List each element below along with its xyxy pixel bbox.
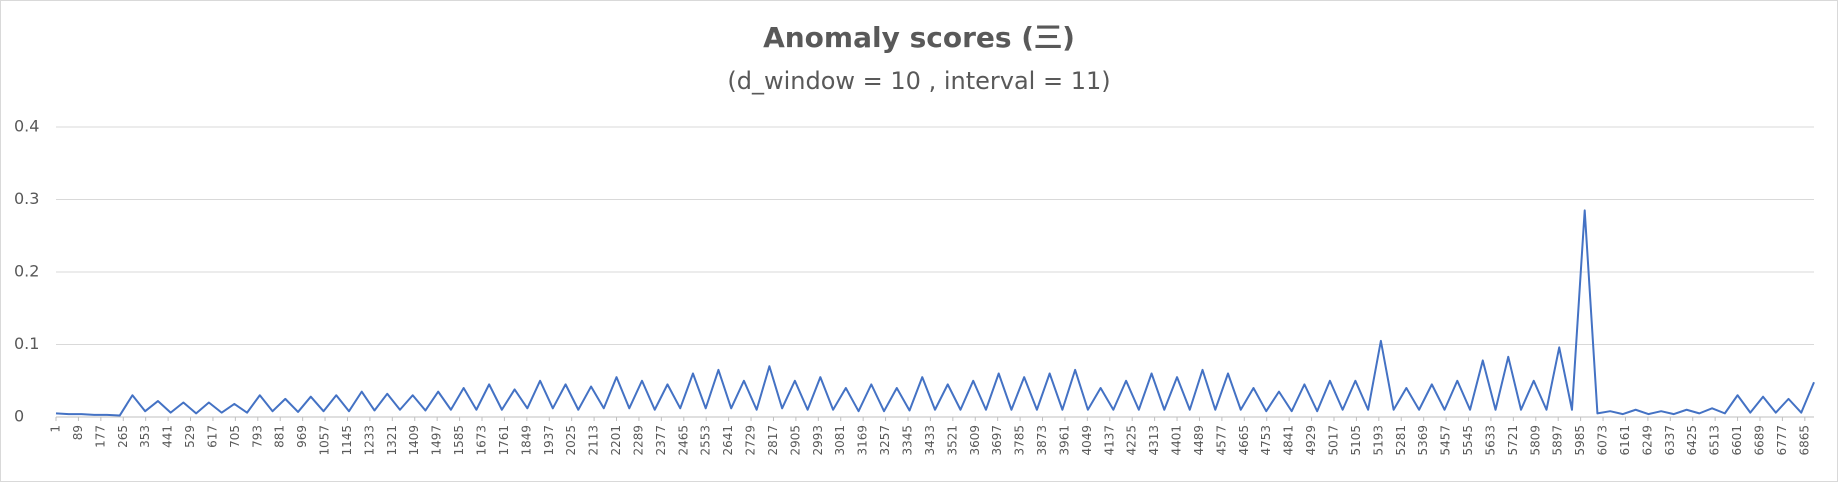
x-tick-label: 4577 bbox=[1214, 425, 1228, 456]
x-tick-label: 5897 bbox=[1551, 425, 1565, 456]
x-tick-label: 441 bbox=[161, 425, 175, 448]
x-tick-label: 1321 bbox=[385, 425, 399, 456]
x-tick-label: 3609 bbox=[968, 425, 982, 456]
x-tick-label: 3521 bbox=[945, 425, 959, 456]
x-tick-label: 5369 bbox=[1416, 425, 1430, 456]
x-tick-label: 705 bbox=[228, 425, 242, 448]
x-tick-label: 3257 bbox=[878, 425, 892, 456]
y-tick-label: 0 bbox=[14, 407, 24, 426]
y-tick-label: 0.3 bbox=[14, 189, 39, 208]
y-tick-label: 0.4 bbox=[14, 117, 39, 136]
x-tick-label: 1497 bbox=[430, 425, 444, 456]
x-tick-label: 4489 bbox=[1192, 425, 1206, 456]
x-tick-label: 2553 bbox=[699, 425, 713, 456]
x-tick-label: 265 bbox=[116, 425, 130, 448]
x-tick-label: 6249 bbox=[1640, 425, 1654, 456]
x-tick-label: 529 bbox=[183, 425, 197, 448]
x-tick-label: 4137 bbox=[1102, 425, 1116, 456]
x-tick-label: 6513 bbox=[1708, 425, 1722, 456]
x-tick-label: 4753 bbox=[1259, 425, 1273, 456]
x-tick-label: 4665 bbox=[1237, 425, 1251, 456]
x-tick-label: 6425 bbox=[1685, 425, 1699, 456]
chart-title: Anomaly scores (三) bbox=[763, 21, 1075, 54]
x-tick-label: 2201 bbox=[609, 425, 623, 456]
x-tick-label: 1585 bbox=[452, 425, 466, 456]
x-tick-label: 2641 bbox=[721, 425, 735, 456]
x-tick-label: 6337 bbox=[1663, 425, 1677, 456]
x-tick-label: 6601 bbox=[1730, 425, 1744, 456]
x-tick-label: 5633 bbox=[1483, 425, 1497, 456]
x-tick-label: 6161 bbox=[1618, 425, 1632, 456]
x-tick-label: 793 bbox=[250, 425, 264, 448]
chart-subtitle: (d_window = 10 , interval = 11) bbox=[727, 67, 1110, 95]
x-tick-label: 881 bbox=[273, 425, 287, 448]
x-tick-label: 2729 bbox=[744, 425, 758, 456]
x-tick-label: 4049 bbox=[1080, 425, 1094, 456]
x-tick-label: 4225 bbox=[1125, 425, 1139, 456]
x-tick-label: 2377 bbox=[654, 425, 668, 456]
x-tick-label: 4929 bbox=[1304, 425, 1318, 456]
x-tick-label: 177 bbox=[93, 425, 107, 448]
x-tick-label: 969 bbox=[295, 425, 309, 448]
x-tick-label: 1761 bbox=[497, 425, 511, 456]
x-tick-label: 1673 bbox=[474, 425, 488, 456]
series-line bbox=[55, 209, 1815, 417]
x-tick-label: 5809 bbox=[1528, 425, 1542, 456]
x-tick-label: 2905 bbox=[788, 425, 802, 456]
x-tick-label: 3345 bbox=[900, 425, 914, 456]
x-tick-label: 2113 bbox=[587, 425, 601, 456]
x-tick-label: 617 bbox=[205, 425, 219, 448]
x-tick-label: 5457 bbox=[1439, 425, 1453, 456]
x-tick-label: 5281 bbox=[1394, 425, 1408, 456]
x-tick-label: 3433 bbox=[923, 425, 937, 456]
x-tick-label: 4401 bbox=[1170, 425, 1184, 456]
x-tick-label: 5545 bbox=[1461, 425, 1475, 456]
x-tick-label: 3961 bbox=[1057, 425, 1071, 456]
x-tick-label: 1 bbox=[49, 425, 63, 433]
x-tick-label: 3081 bbox=[833, 425, 847, 456]
x-tick-label: 89 bbox=[71, 425, 85, 440]
x-tick-label: 2025 bbox=[564, 425, 578, 456]
x-tick-label: 1233 bbox=[362, 425, 376, 456]
x-tick-label: 2993 bbox=[811, 425, 825, 456]
x-tick-label: 5721 bbox=[1506, 425, 1520, 456]
x-tick-label: 6865 bbox=[1797, 425, 1811, 456]
x-tick-label: 353 bbox=[138, 425, 152, 448]
x-tick-label: 1057 bbox=[318, 425, 332, 456]
x-tick-label: 5985 bbox=[1573, 425, 1587, 456]
x-tick-label: 2289 bbox=[631, 425, 645, 456]
x-tick-label: 1849 bbox=[519, 425, 533, 456]
y-tick-label: 0.1 bbox=[14, 334, 39, 353]
x-tick-label: 1145 bbox=[340, 425, 354, 456]
x-tick-label: 1937 bbox=[542, 425, 556, 456]
x-tick-label: 5105 bbox=[1349, 425, 1363, 456]
x-tick-label: 3169 bbox=[856, 425, 870, 456]
x-tick-label: 6073 bbox=[1596, 425, 1610, 456]
x-tick-label: 5193 bbox=[1371, 425, 1385, 456]
x-tick-label: 3873 bbox=[1035, 425, 1049, 456]
x-tick-label: 6689 bbox=[1752, 425, 1766, 456]
x-tick-label: 3785 bbox=[1013, 425, 1027, 456]
x-tick-label: 4841 bbox=[1282, 425, 1296, 456]
x-tick-label: 4313 bbox=[1147, 425, 1161, 456]
x-tick-label: 3697 bbox=[990, 425, 1004, 456]
x-tick-label: 6777 bbox=[1775, 425, 1789, 456]
x-tick-label: 2465 bbox=[676, 425, 690, 456]
x-tick-label: 5017 bbox=[1326, 425, 1340, 456]
y-tick-label: 0.2 bbox=[14, 262, 39, 281]
x-tick-label: 2817 bbox=[766, 425, 780, 456]
x-tick-label: 1409 bbox=[407, 425, 421, 456]
